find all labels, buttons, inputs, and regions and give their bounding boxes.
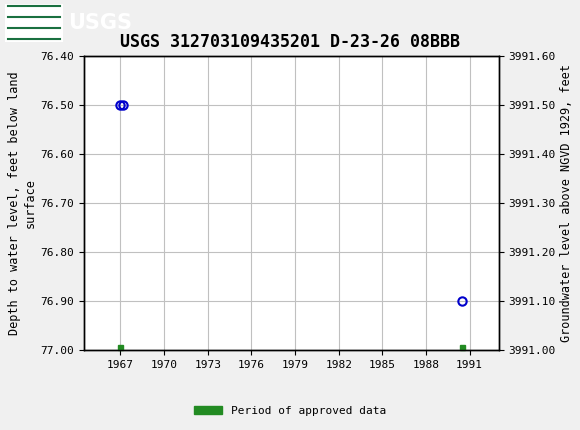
Bar [5,3,63,42]
Y-axis label: Groundwater level above NGVD 1929, feet: Groundwater level above NGVD 1929, feet [560,64,573,342]
Text: USGS 312703109435201 D-23-26 08BBB: USGS 312703109435201 D-23-26 08BBB [120,33,460,51]
Bar [118,345,123,350]
Y-axis label: Depth to water level, feet below land
surface: Depth to water level, feet below land su… [9,71,37,335]
Bar [460,345,465,350]
Text: USGS: USGS [68,12,132,33]
Legend: Period of approved data: Period of approved data [190,401,390,420]
